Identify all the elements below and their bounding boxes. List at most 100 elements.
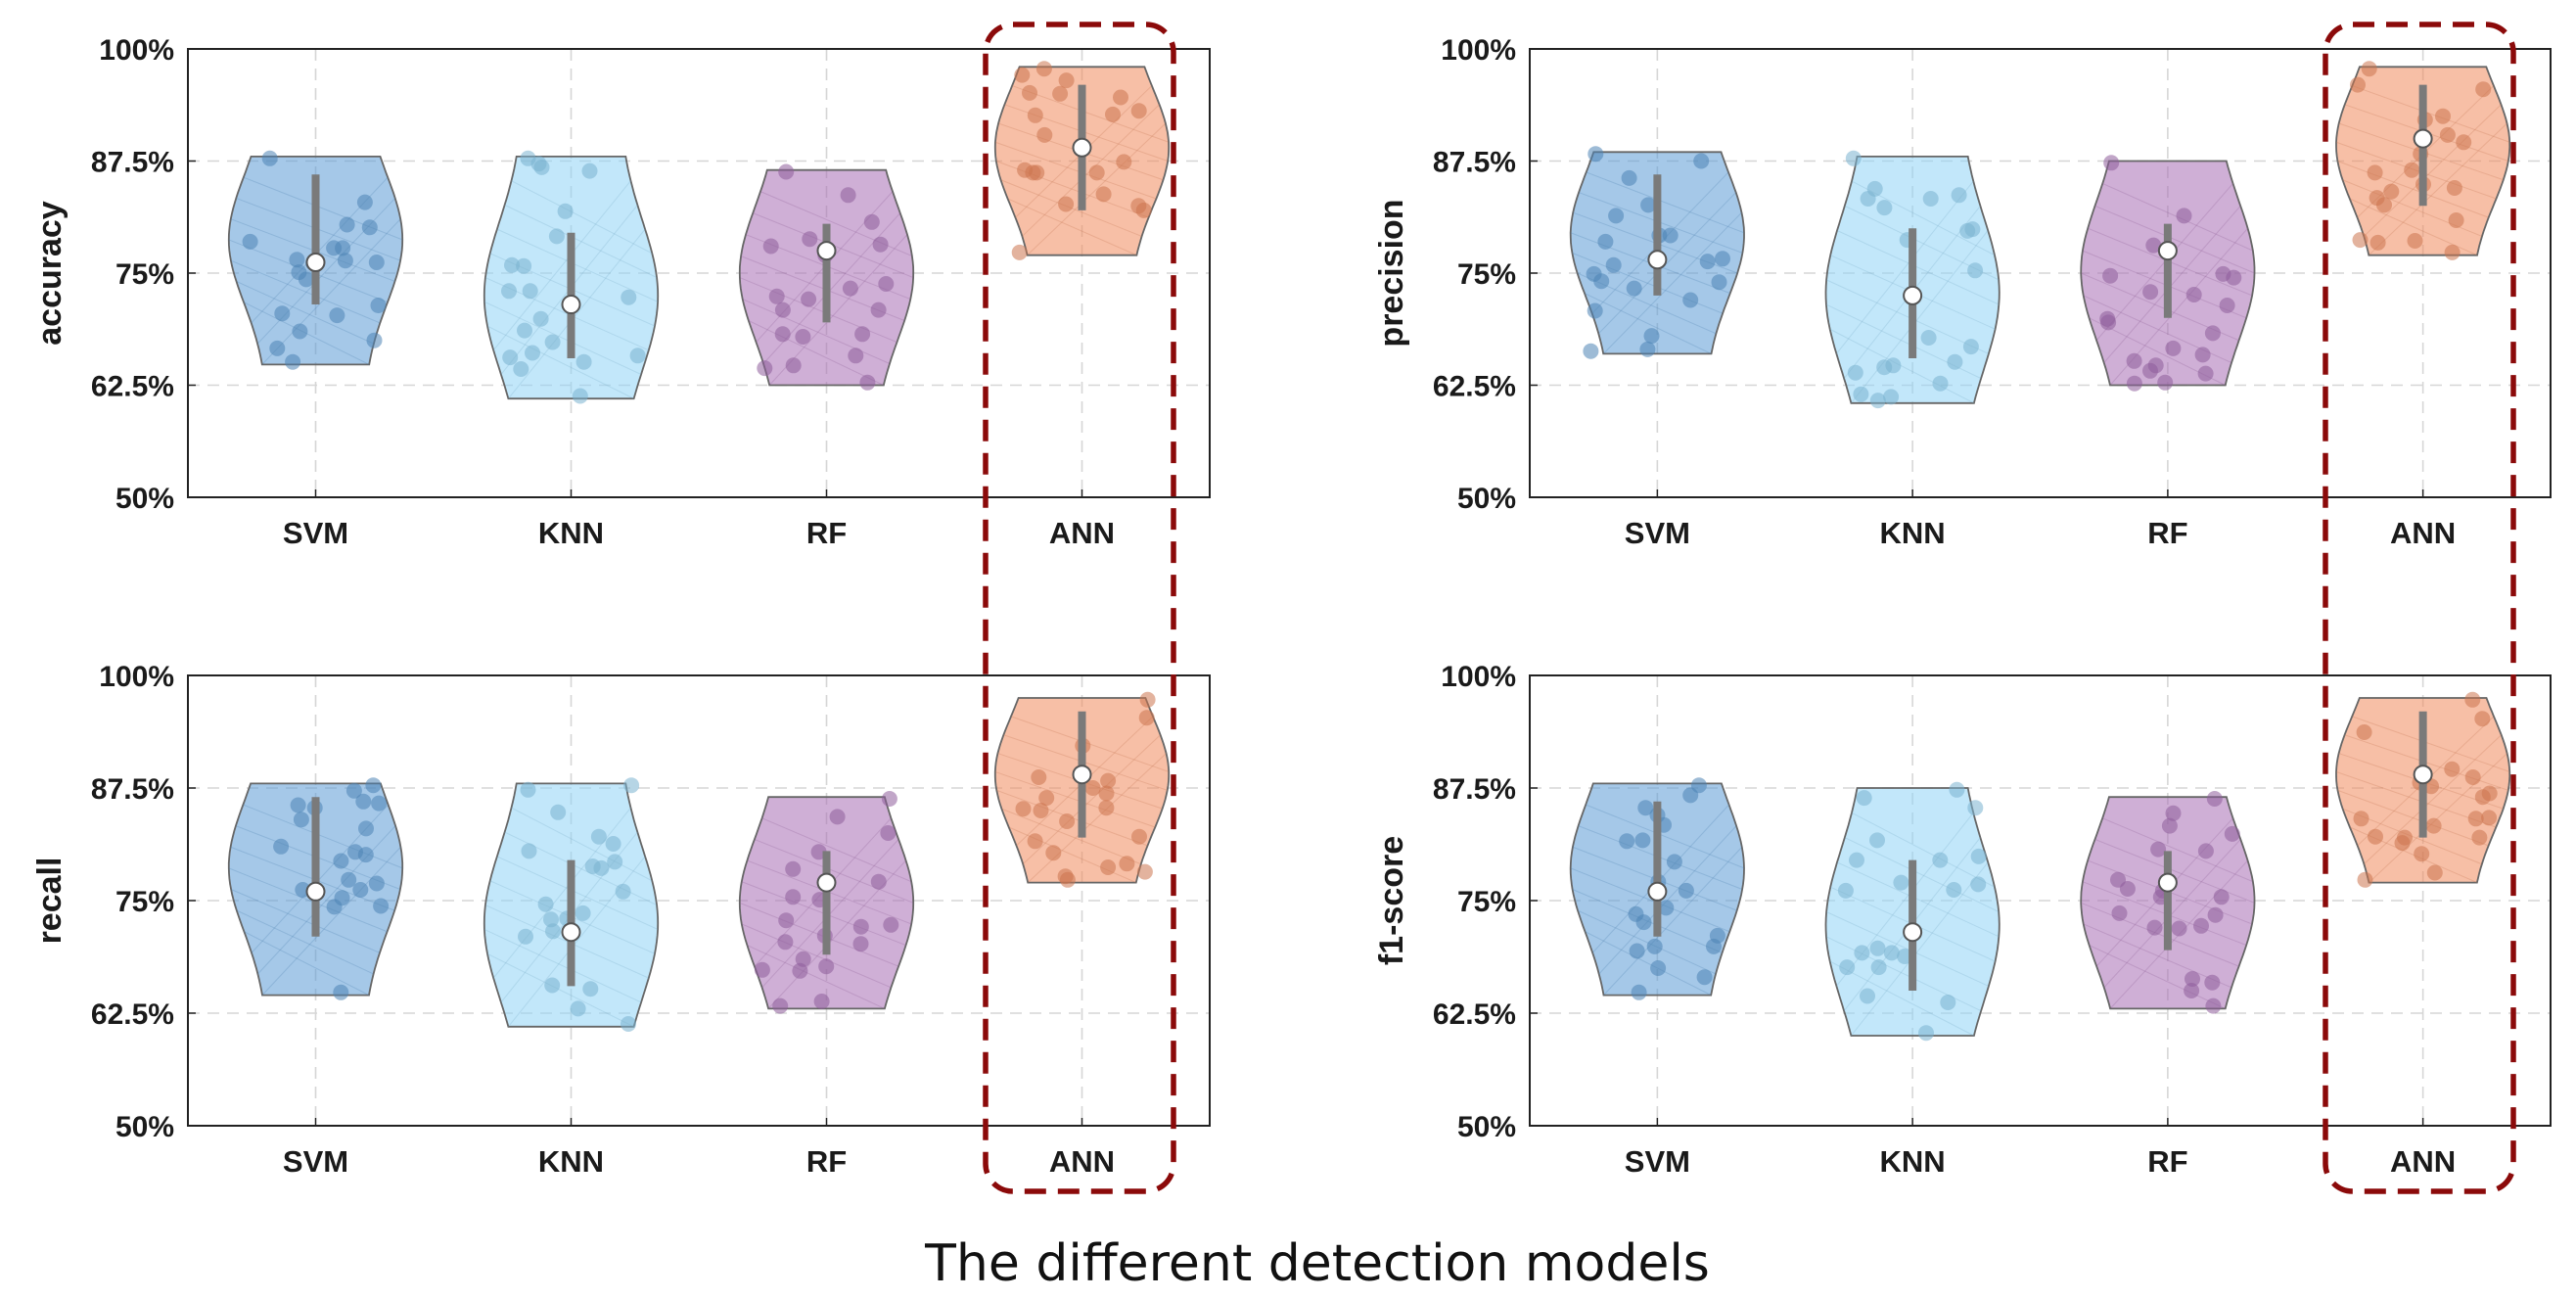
median-marker [1072,137,1092,158]
data-point [2367,164,2383,181]
data-point [774,302,791,318]
data-point [291,264,307,281]
median-marker [561,295,581,315]
violin-fan-line [2363,104,2502,237]
data-point [368,255,385,270]
violin-svm [1569,146,1745,359]
data-point [1951,187,1967,204]
panels: 50%62.5%75%87.5%100%SVM KNN RF ANNaccuracy5… [31,34,2552,1179]
data-point [368,875,385,892]
data-point [1932,375,1949,392]
median-marker [2413,765,2433,785]
data-point [1870,959,1887,976]
data-point [2404,162,2420,178]
data-point [581,162,598,179]
data-point [1098,785,1115,802]
data-point [2157,374,2174,391]
data-point [1098,800,1115,816]
data-point [2111,905,2128,921]
data-point [2446,180,2462,196]
panel-accuracy: 50% 62.5% 75% 87.5% 100% SVM KNN RF ANN accuracy [31,34,1211,550]
data-point [1015,801,1032,817]
data-point [1932,852,1949,868]
violin-fan-line [1570,867,1730,933]
violin-fan-line [1011,85,1170,143]
violin-fan-line [228,239,389,303]
data-point [584,858,601,874]
data-point [1631,984,1647,1000]
violin-fan-line [261,846,401,996]
data-point [2353,811,2369,827]
data-point [1646,938,1663,954]
data-point [1693,153,1710,169]
data-point [1897,949,1913,964]
violin-fan-line [994,141,1157,200]
data-point [1893,874,1909,891]
violin-fan-line [236,280,375,345]
data-point [863,213,880,230]
panel-precision: 50% 62.5% 75% 87.5% 100% SVM KNN RF ANN precision [1373,34,2552,550]
violin-fan-line [1027,122,1167,256]
figure-caption: The different detection models [924,1234,1710,1293]
data-point [347,844,363,860]
violin-rf [738,791,915,1014]
data-point [870,302,887,318]
violin-fan-line [748,320,885,386]
data-point [778,912,795,929]
median-marker [1647,250,1668,270]
data-point [335,240,351,256]
y-tick-label: 87.5% [1433,773,1516,806]
data-point [1658,900,1675,916]
x-tick-label-svm: SVM [283,516,348,550]
data-point [1967,800,1984,816]
violin-fan-line [2369,753,2507,883]
data-point [516,257,532,274]
violin-fan-line [2352,716,2510,772]
violin-fan-line [1829,328,1975,404]
data-point [1856,790,1872,807]
data-point [1699,254,1716,270]
x-tick-label-svm: SVM [1625,516,1690,550]
data-point [762,238,779,255]
violin-fan-line [483,301,642,375]
x-tick-label-rf: RF [806,1144,847,1179]
violin-ann [2335,61,2511,260]
data-point [1033,803,1049,818]
data-point [2165,805,2182,821]
y-tick-label: 50% [115,483,174,515]
violin-rf [738,163,915,391]
data-point [777,934,794,951]
y-axis-label: accuracy [31,201,69,346]
data-point [1105,106,1121,122]
y-tick-label: 62.5% [91,998,174,1031]
violin-fan-line [2081,902,2239,967]
data-point [1619,833,1635,850]
data-point [2383,183,2400,200]
data-point [329,307,345,324]
data-point [293,812,309,828]
data-point [623,777,640,794]
data-point [557,203,574,219]
violin-fan-line [511,807,653,882]
data-point [337,253,353,269]
violin-rf [2080,155,2256,392]
y-tick-label: 100% [99,661,174,693]
data-point [513,361,529,377]
data-point [502,349,519,366]
data-point [1057,868,1074,885]
data-point [1036,126,1053,143]
violin-knn [483,777,660,1032]
violin-fan-line [1584,293,1712,354]
data-point [1946,882,1962,898]
data-point [615,883,631,900]
data-point [2185,971,2200,987]
y-tick-label: 87.5% [91,773,174,806]
data-point [818,958,835,975]
violin-rf [2080,791,2256,1014]
median-marker [816,872,837,893]
data-point [2215,265,2231,282]
data-point [355,793,372,810]
violin-fan-line [2102,817,2254,883]
data-point [2426,864,2443,881]
data-point [2110,871,2126,888]
